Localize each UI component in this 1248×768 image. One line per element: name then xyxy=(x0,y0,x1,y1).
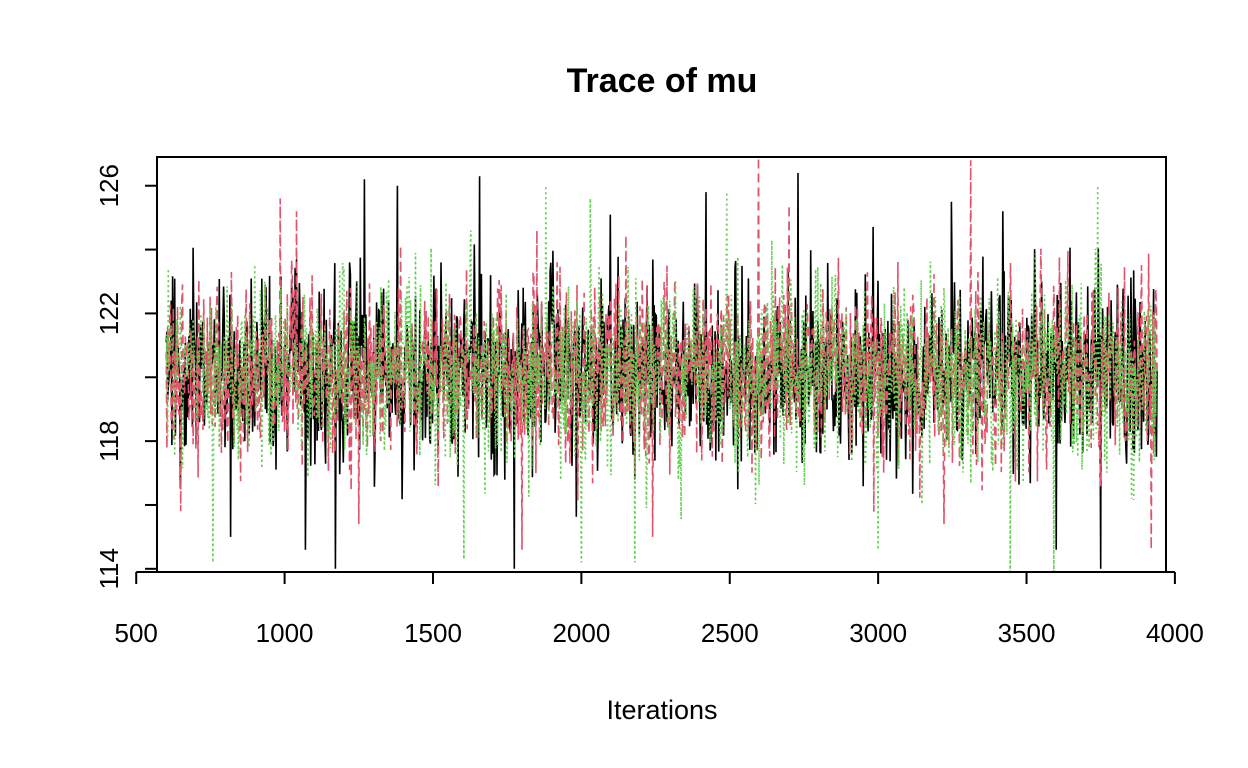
y-tick-label: 114 xyxy=(94,548,124,589)
x-tick-label: 3000 xyxy=(849,618,907,648)
x-tick-label: 2000 xyxy=(552,618,610,648)
x-tick-label: 1000 xyxy=(256,618,314,648)
x-tick-label: 4000 xyxy=(1146,618,1204,648)
y-tick-label: 122 xyxy=(94,292,124,335)
x-axis-label: Iterations xyxy=(606,695,717,725)
x-tick-label: 1500 xyxy=(404,618,462,648)
chart-title: Trace of mu xyxy=(567,62,758,100)
y-tick-label: 118 xyxy=(94,420,124,461)
trace-series-2 xyxy=(165,156,1158,550)
trace-lines xyxy=(165,156,1158,573)
x-axis: 500 1000 1500 2000 2500 3000 3500 4000 xyxy=(115,571,1204,648)
x-tick-label: 500 xyxy=(115,618,158,648)
y-tick-label: 126 xyxy=(94,164,124,207)
x-tick-label: 2500 xyxy=(701,618,759,648)
trace-series-3 xyxy=(165,185,1158,573)
y-axis: 114 118 122 126 xyxy=(94,164,158,590)
x-tick-label: 3500 xyxy=(998,618,1056,648)
